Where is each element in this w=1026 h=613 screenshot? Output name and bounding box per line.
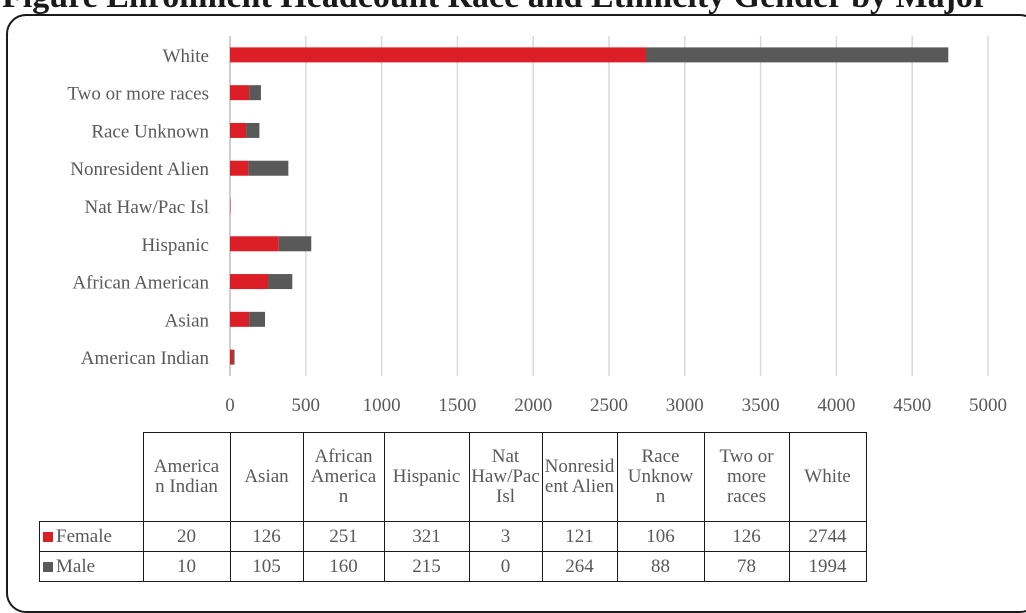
legend-swatch: [43, 561, 53, 572]
bar-female: [230, 160, 249, 176]
bar-female: [230, 47, 646, 63]
table-cell: 1994: [788, 551, 867, 582]
category-label: Race Unknown: [91, 121, 209, 142]
table-cell: 321: [383, 521, 470, 552]
bar-female: [230, 274, 269, 290]
table-header-cell: America n Indian: [142, 432, 231, 522]
table-cell: 121: [541, 521, 618, 552]
bar-male: [249, 311, 266, 327]
x-tick-labels: 0 500 1000 1500 2000 2500 3000 3500 4000 4500 5000: [225, 395, 1007, 416]
table-cell: 88: [616, 551, 705, 582]
bar-male: [248, 160, 289, 176]
category-label: Nat Haw/Pac Isl: [84, 197, 209, 218]
bar-female: [230, 349, 234, 365]
table-cell: 215: [383, 551, 470, 582]
table-header-row: America n Indian Asian African America n Hispa…: [39, 432, 867, 522]
legend-cell: Male: [39, 551, 144, 582]
table-cell: 20: [142, 521, 231, 552]
table-row: Male 10 105 160 215 0 264 88 78 1994: [39, 551, 867, 582]
table-cell: 10: [142, 551, 231, 582]
data-table: America n Indian Asian African America n Hispa…: [39, 432, 867, 582]
category-label: Nonresident Alien: [70, 159, 209, 180]
title-strip: Figure Enrollment Headcount Race and Eth…: [0, 0, 1026, 24]
bars: [230, 47, 949, 365]
legend-label: Female: [56, 525, 112, 547]
x-tick-label: 1500: [438, 395, 476, 416]
bar-female: [230, 122, 247, 138]
x-tick-label: 500: [292, 395, 321, 416]
category-label: Asian: [165, 310, 210, 331]
category-labels: American Indian Asian African American Hisp…: [67, 46, 209, 369]
x-tick-label: 2000: [514, 395, 552, 416]
category-label: Hispanic: [141, 235, 209, 256]
bar-male: [233, 349, 235, 365]
table-cell: 0: [468, 551, 543, 582]
legend-cell: Female: [39, 521, 144, 552]
table-header-cell: Race Unknow n: [616, 432, 705, 522]
legend-label: Male: [56, 555, 96, 577]
table-header-cell: Nonresid ent Alien: [541, 432, 618, 522]
table-cell: 251: [302, 521, 385, 552]
table-cell: 2744: [788, 521, 867, 552]
grid-lines: [229, 36, 989, 376]
x-tick-label: 4000: [817, 395, 855, 416]
x-tick-label: 3000: [666, 395, 704, 416]
bar-female: [230, 85, 250, 101]
table-corner-cell: [39, 432, 144, 522]
category-label: African American: [72, 273, 209, 294]
table-row: Female 20 126 251 321 3 121 106 126 2744: [39, 521, 867, 552]
x-tick-label: 0: [225, 395, 235, 416]
table-cell: 78: [703, 551, 790, 582]
bar-male: [268, 274, 293, 290]
bar-male: [249, 85, 261, 101]
category-label: Two or more races: [67, 84, 209, 105]
x-tick-label: 1000: [363, 395, 401, 416]
table-cell: 126: [229, 521, 304, 552]
table-cell: 3: [468, 521, 543, 552]
bar-female: [230, 236, 279, 252]
table-header-cell: African America n: [302, 432, 385, 522]
table-cell: 126: [703, 521, 790, 552]
table-header-cell: Nat Haw/Pac Isl: [468, 432, 543, 522]
category-label: White: [163, 46, 209, 67]
table-header-cell: Two or more races: [703, 432, 790, 522]
x-tick-label: 3500: [742, 395, 780, 416]
bar-female: [230, 311, 250, 327]
category-label: American Indian: [81, 348, 210, 369]
x-tick-label: 4500: [893, 395, 931, 416]
table-header-cell: Hispanic: [383, 432, 470, 522]
bar-male: [278, 236, 312, 252]
table-cell: 106: [616, 521, 705, 552]
x-tick-label: 5000: [969, 395, 1007, 416]
table-cell: 264: [541, 551, 618, 582]
bar-male: [246, 122, 260, 138]
legend-swatch: [43, 531, 53, 542]
bar-male: [645, 47, 949, 63]
table-cell: 105: [229, 551, 304, 582]
x-tick-label: 2500: [590, 395, 628, 416]
table-cell: 160: [302, 551, 385, 582]
page-title: Figure Enrollment Headcount Race and Eth…: [2, 0, 988, 16]
table-header-cell: White: [788, 432, 867, 522]
table-header-cell: Asian: [229, 432, 304, 522]
